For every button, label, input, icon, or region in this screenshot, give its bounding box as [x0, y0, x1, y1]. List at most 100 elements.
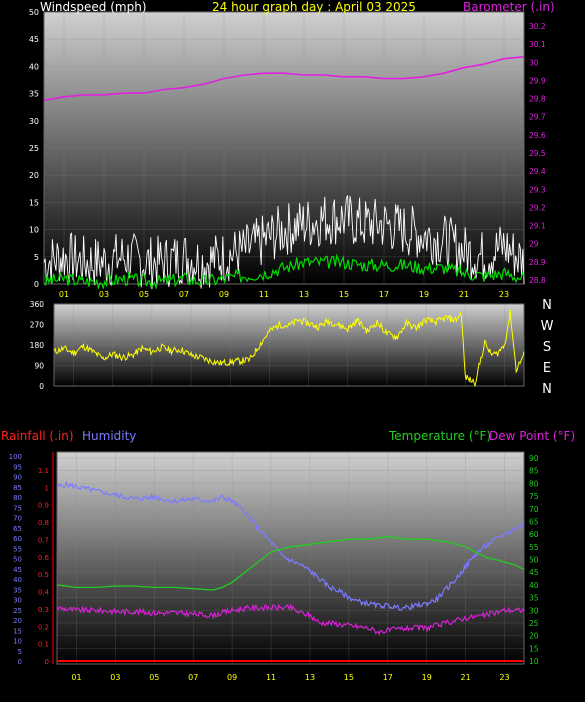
hour-tick-label: 13: [299, 290, 309, 299]
gust-series-line: [43, 195, 525, 290]
compass-label: W: [541, 319, 554, 334]
barometer-tick-label: 29.7: [529, 113, 546, 122]
humidity-tick-label: 45: [13, 566, 22, 574]
temperature-tick-label: 65: [529, 517, 539, 526]
windspeed-tick-label: 25: [29, 144, 39, 153]
humidity-tick-label: 75: [13, 504, 22, 512]
barometer-tick-label: 29.9: [529, 76, 546, 85]
temperature-tick-label: 35: [529, 594, 539, 603]
humidity-legend: Humidity: [82, 429, 136, 443]
barometer-tick-label: 30: [529, 58, 539, 67]
average-wind-series-line: [43, 253, 525, 290]
rainfall-tick-label: 0.9: [38, 502, 49, 510]
barometer-tick-label: 29.1: [529, 222, 546, 231]
windspeed-tick-label: 15: [29, 198, 39, 207]
hour-tick-label: 07: [179, 290, 189, 299]
hour-tick-label: 15: [339, 290, 349, 299]
temperature-tick-label: 30: [529, 606, 539, 615]
rainfall-tick-label: 1: [45, 484, 49, 492]
hour-tick-label: 03: [110, 673, 120, 682]
windspeed-tick-label: 5: [34, 253, 39, 262]
hour-tick-label: 17: [379, 290, 389, 299]
hour-tick-label: 03: [99, 290, 109, 299]
temperature-tick-label: 55: [529, 543, 539, 552]
compass-label: S: [543, 340, 551, 355]
temperature-tick-label: 20: [529, 632, 539, 641]
humidity-tick-label: 0: [18, 658, 22, 666]
temperature-tick-label: 70: [529, 505, 539, 514]
humidity-tick-label: 10: [13, 638, 22, 646]
humidity-tick-label: 60: [13, 535, 22, 543]
rainfall-tick-label: 0.2: [38, 623, 49, 631]
barometer-tick-label: 29: [529, 240, 539, 249]
rainfall-tick-label: 0.6: [38, 554, 50, 562]
chart-title: 24 hour graph day : April 03 2025: [212, 0, 416, 14]
hour-tick-label: 17: [383, 673, 393, 682]
humidity-series-line: [56, 480, 525, 611]
barometer-tick-label: 28.9: [529, 258, 546, 267]
temperature-tick-label: 10: [529, 657, 539, 666]
humidity-tick-label: 40: [13, 576, 22, 584]
humidity-tick-label: 80: [13, 494, 22, 502]
windspeed-tick-label: 30: [29, 117, 39, 126]
dewpoint-series-line: [56, 603, 525, 636]
windspeed-tick-label: 20: [29, 171, 39, 180]
temperature-tick-label: 80: [529, 479, 539, 488]
humidity-tick-label: 50: [13, 556, 22, 564]
barometer-tick-label: 29.5: [529, 149, 546, 158]
barometer-tick-label: 29.8: [529, 95, 546, 104]
humidity-tick-label: 25: [13, 607, 22, 615]
hour-tick-label: 11: [259, 290, 269, 299]
rainfall-tick-label: 0.1: [38, 641, 49, 649]
direction-tick-label: 360: [30, 300, 45, 309]
humidity-tick-label: 70: [13, 515, 22, 523]
rain-humidity-temperature-panel: 00.10.20.30.40.50.60.70.80.911.1 0510152…: [1, 429, 575, 682]
windspeed-tick-label: 50: [29, 8, 39, 17]
direction-tick-label: 180: [30, 341, 45, 350]
windspeed-tick-label: 40: [29, 62, 39, 71]
direction-tick-label: 0: [39, 382, 44, 391]
hour-tick-label: 05: [139, 290, 149, 299]
barometer-tick-label: 29.2: [529, 203, 546, 212]
hour-tick-label: 07: [188, 673, 198, 682]
hour-tick-label: 11: [266, 673, 276, 682]
humidity-tick-label: 20: [13, 617, 22, 625]
hour-tick-label: 23: [499, 673, 509, 682]
hour-tick-label: 01: [71, 673, 81, 682]
hour-tick-label: 13: [305, 673, 315, 682]
compass-label: N: [542, 382, 552, 397]
humidity-tick-label: 30: [13, 597, 22, 605]
hour-tick-label: 21: [461, 673, 471, 682]
temperature-tick-label: 75: [529, 492, 539, 501]
barometer-tick-label: 29.6: [529, 131, 546, 140]
humidity-tick-label: 35: [13, 586, 22, 594]
temperature-legend: Temperature (°F): [388, 429, 491, 443]
temperature-tick-label: 50: [529, 556, 539, 565]
temperature-tick-label: 15: [529, 644, 539, 653]
barometer-axis-label: Barometer (.in): [463, 0, 555, 14]
barometer-tick-label: 29.3: [529, 185, 546, 194]
humidity-tick-label: 15: [13, 627, 22, 635]
hour-tick-label: 05: [149, 673, 159, 682]
rainfall-legend: Rainfall (.in): [1, 429, 74, 443]
humidity-tick-label: 90: [13, 474, 22, 482]
wind-direction-series-line: [53, 309, 525, 388]
hour-tick-label: 21: [459, 290, 469, 299]
rainfall-tick-label: 1.1: [38, 467, 49, 475]
barometer-tick-label: 30.1: [529, 40, 546, 49]
humidity-tick-label: 65: [13, 525, 22, 533]
rainfall-tick-label: 0.4: [38, 589, 50, 597]
hour-tick-label: 19: [419, 290, 429, 299]
rainfall-tick-label: 0.7: [38, 536, 49, 544]
windspeed-tick-label: 0: [34, 280, 39, 289]
compass-label: N: [542, 298, 552, 313]
temperature-tick-label: 60: [529, 530, 539, 539]
hour-tick-label: 01: [59, 290, 69, 299]
windspeed-tick-label: 10: [29, 226, 39, 235]
temperature-series-line: [56, 536, 525, 591]
hour-tick-label: 09: [219, 290, 229, 299]
humidity-tick-label: 85: [13, 484, 22, 492]
windspeed-tick-label: 35: [29, 90, 39, 99]
